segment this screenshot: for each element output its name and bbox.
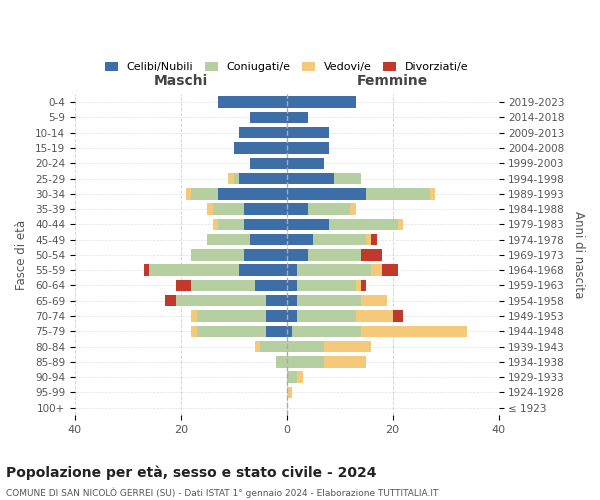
Bar — [356, 310, 392, 322]
Bar — [287, 127, 329, 138]
Bar — [366, 188, 430, 200]
Bar — [244, 249, 287, 260]
Bar — [398, 218, 403, 230]
Bar — [287, 112, 308, 123]
Bar — [191, 249, 244, 260]
Bar — [356, 280, 361, 291]
Bar — [244, 218, 287, 230]
Bar — [350, 204, 356, 215]
Bar — [239, 173, 287, 184]
Bar — [250, 158, 287, 169]
Bar — [239, 264, 287, 276]
Bar — [144, 264, 149, 276]
Bar — [287, 372, 298, 383]
Bar — [176, 280, 191, 291]
Bar — [255, 280, 287, 291]
Bar — [276, 356, 287, 368]
Bar — [287, 142, 329, 154]
Bar — [298, 264, 371, 276]
Bar — [371, 234, 377, 245]
Bar — [287, 249, 308, 260]
Bar — [149, 264, 239, 276]
Bar — [287, 326, 292, 337]
Bar — [298, 295, 361, 306]
Bar — [298, 310, 356, 322]
Bar — [208, 234, 250, 245]
Y-axis label: Anni di nascita: Anni di nascita — [572, 211, 585, 298]
Bar — [324, 356, 366, 368]
Bar — [218, 188, 287, 200]
Bar — [250, 234, 287, 245]
Text: Popolazione per età, sesso e stato civile - 2024: Popolazione per età, sesso e stato civil… — [6, 465, 377, 479]
Bar — [239, 127, 287, 138]
Bar — [191, 188, 218, 200]
Bar — [234, 142, 287, 154]
Bar — [287, 188, 366, 200]
Bar — [287, 96, 356, 108]
Bar — [287, 234, 313, 245]
Bar — [287, 204, 308, 215]
Bar — [260, 341, 287, 352]
Bar — [308, 204, 350, 215]
Bar — [266, 310, 287, 322]
Bar — [287, 310, 298, 322]
Bar — [212, 218, 218, 230]
Bar — [298, 280, 356, 291]
Text: COMUNE DI SAN NICOLÒ GERREI (SU) - Dati ISTAT 1° gennaio 2024 - Elaborazione TUT: COMUNE DI SAN NICOLÒ GERREI (SU) - Dati … — [6, 488, 439, 498]
Bar — [266, 295, 287, 306]
Bar — [287, 386, 292, 398]
Bar — [361, 295, 388, 306]
Bar — [298, 372, 302, 383]
Bar — [250, 112, 287, 123]
Bar — [191, 280, 255, 291]
Bar — [361, 249, 382, 260]
Text: Maschi: Maschi — [154, 74, 208, 88]
Text: Femmine: Femmine — [357, 74, 428, 88]
Bar — [191, 326, 197, 337]
Bar — [244, 204, 287, 215]
Bar — [382, 264, 398, 276]
Bar — [176, 295, 266, 306]
Bar — [313, 234, 366, 245]
Bar — [197, 326, 266, 337]
Bar — [308, 249, 361, 260]
Bar — [287, 280, 298, 291]
Bar — [292, 326, 361, 337]
Bar — [197, 310, 266, 322]
Bar — [287, 218, 329, 230]
Bar — [329, 218, 398, 230]
Bar — [218, 96, 287, 108]
Bar — [287, 295, 298, 306]
Bar — [229, 173, 234, 184]
Bar — [287, 173, 334, 184]
Bar — [266, 326, 287, 337]
Bar — [165, 295, 176, 306]
Bar — [361, 326, 467, 337]
Bar — [287, 341, 324, 352]
Bar — [186, 188, 191, 200]
Legend: Celibi/Nubili, Coniugati/e, Vedovi/e, Divorziati/e: Celibi/Nubili, Coniugati/e, Vedovi/e, Di… — [101, 58, 472, 76]
Bar — [218, 218, 244, 230]
Bar — [366, 234, 371, 245]
Bar — [430, 188, 435, 200]
Bar — [287, 356, 324, 368]
Bar — [191, 310, 197, 322]
Bar — [255, 341, 260, 352]
Bar — [324, 341, 371, 352]
Bar — [361, 280, 366, 291]
Bar — [287, 158, 324, 169]
Bar — [287, 264, 298, 276]
Bar — [392, 310, 403, 322]
Bar — [334, 173, 361, 184]
Bar — [371, 264, 382, 276]
Bar — [208, 204, 212, 215]
Bar — [234, 173, 239, 184]
Y-axis label: Fasce di età: Fasce di età — [15, 220, 28, 290]
Bar — [212, 204, 244, 215]
